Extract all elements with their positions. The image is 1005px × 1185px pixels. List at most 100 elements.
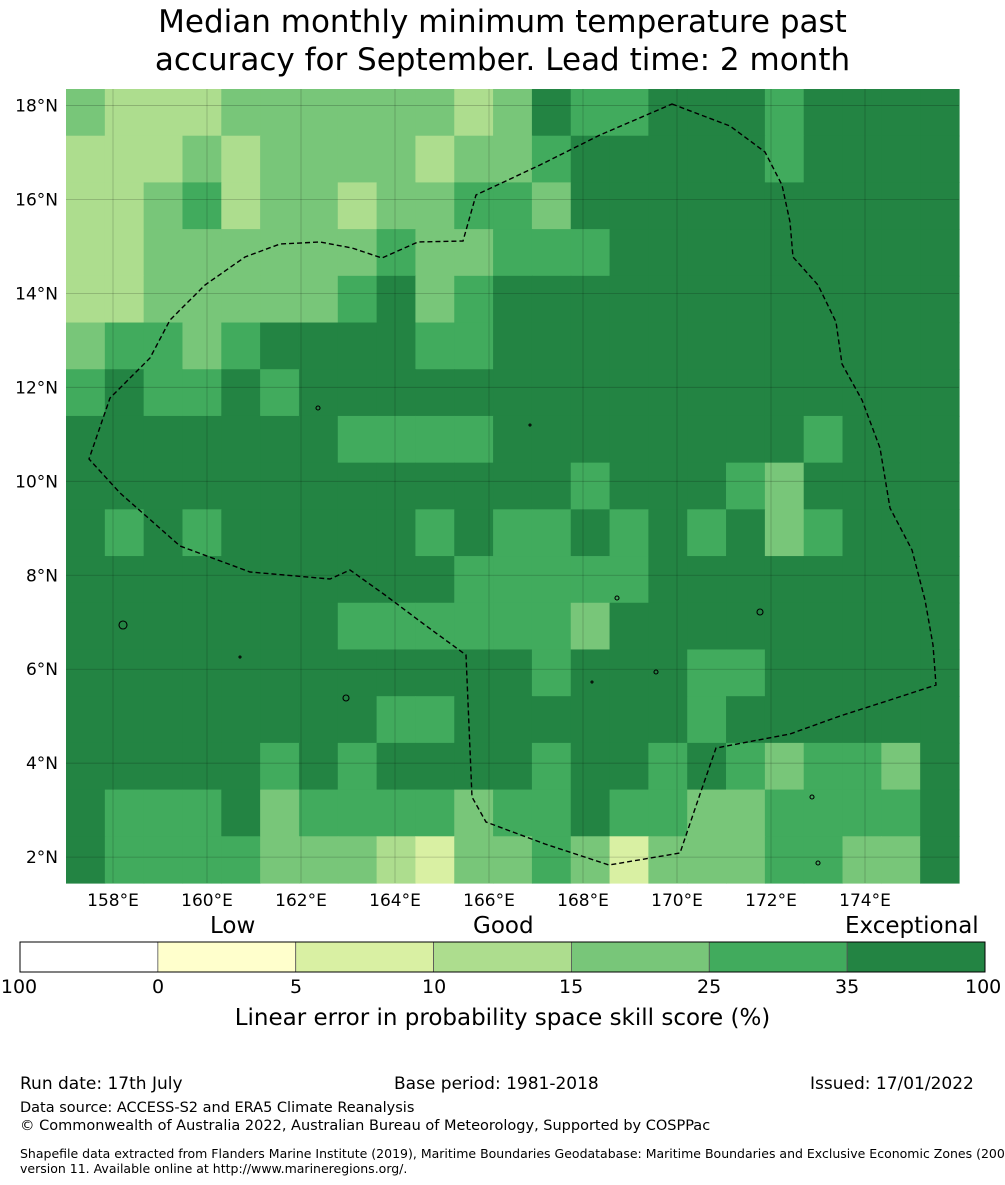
skill-cell bbox=[531, 415, 572, 464]
skill-cell bbox=[493, 229, 533, 277]
skill-cell bbox=[842, 182, 882, 230]
skill-cell bbox=[570, 742, 611, 791]
skill-cell bbox=[726, 182, 766, 230]
skill-cell bbox=[570, 556, 611, 604]
skill-cell bbox=[803, 182, 844, 230]
skill-cell bbox=[221, 369, 261, 417]
skill-cell bbox=[104, 369, 145, 417]
skill-cell bbox=[182, 89, 222, 137]
skill-cell bbox=[376, 509, 417, 557]
skill-cell bbox=[66, 649, 106, 697]
skill-cell bbox=[764, 415, 805, 464]
skill-cell bbox=[104, 415, 145, 464]
longitude-label: 166°E bbox=[463, 891, 515, 911]
skill-cell bbox=[920, 369, 960, 417]
skill-cell bbox=[920, 89, 960, 137]
skill-cell bbox=[570, 649, 611, 697]
skill-cell bbox=[920, 556, 960, 604]
skill-cell bbox=[687, 696, 727, 744]
skill-cell bbox=[182, 369, 222, 417]
skill-cell bbox=[143, 602, 184, 651]
skill-cell bbox=[454, 742, 494, 791]
skill-cell bbox=[842, 789, 882, 837]
skill-cell bbox=[881, 89, 921, 137]
skill-cell bbox=[570, 322, 611, 370]
skill-cell bbox=[687, 182, 727, 230]
skill-cell bbox=[648, 275, 688, 324]
skill-cell bbox=[298, 836, 339, 884]
skill-cell bbox=[842, 696, 882, 744]
skill-cell bbox=[531, 742, 572, 791]
latitude-labels: 18°N 16°N 14°N 12°N 10°N 8°N 6°N 4°N 2°N bbox=[15, 96, 58, 868]
skill-cell bbox=[493, 789, 533, 837]
skill-cell bbox=[764, 182, 805, 230]
skill-cell bbox=[609, 462, 649, 510]
shapefile-credit-line-1: Shapefile data extracted from Flanders M… bbox=[20, 1146, 1005, 1161]
skill-cell bbox=[454, 135, 494, 184]
skill-cell bbox=[493, 182, 533, 230]
latitude-label: 6°N bbox=[26, 660, 58, 680]
skill-cell bbox=[143, 369, 184, 417]
skill-cell bbox=[531, 649, 572, 697]
skill-cell bbox=[881, 836, 921, 884]
skill-cell bbox=[648, 415, 688, 464]
skill-cell bbox=[454, 322, 494, 370]
skill-cell bbox=[415, 556, 455, 604]
skill-cell bbox=[726, 602, 766, 651]
skill-cell bbox=[531, 182, 572, 230]
skill-cell bbox=[260, 89, 300, 137]
longitude-label: 170°E bbox=[651, 891, 703, 911]
skill-cell bbox=[881, 322, 921, 370]
skill-cell bbox=[415, 696, 455, 744]
eez-boundary bbox=[88, 103, 937, 866]
skill-cell bbox=[260, 369, 300, 417]
skill-cell bbox=[881, 789, 921, 837]
skill-cell bbox=[66, 509, 106, 557]
skill-cell bbox=[298, 275, 339, 324]
skill-cell bbox=[920, 229, 960, 277]
skill-cell bbox=[687, 415, 727, 464]
skill-cell bbox=[648, 696, 688, 744]
skill-cell bbox=[260, 556, 300, 604]
skill-cell bbox=[454, 696, 494, 744]
skill-cell bbox=[337, 696, 378, 744]
skill-cell bbox=[376, 696, 417, 744]
skill-cell bbox=[260, 742, 300, 791]
skill-cell bbox=[298, 649, 339, 697]
skill-cell bbox=[881, 509, 921, 557]
skill-cell bbox=[842, 556, 882, 604]
skill-cell bbox=[298, 509, 339, 557]
skill-cell bbox=[221, 89, 261, 137]
skill-cell bbox=[298, 89, 339, 137]
skill-cell bbox=[104, 602, 145, 651]
skill-cell bbox=[454, 509, 494, 557]
skill-cell bbox=[803, 509, 844, 557]
skill-cell bbox=[803, 742, 844, 791]
skill-cell bbox=[260, 696, 300, 744]
skill-cell bbox=[376, 135, 417, 184]
skill-cell bbox=[415, 789, 455, 837]
skill-cell bbox=[570, 415, 611, 464]
skill-cell bbox=[881, 369, 921, 417]
skill-cell bbox=[337, 229, 378, 277]
skill-cell bbox=[764, 836, 805, 884]
skill-cell bbox=[648, 89, 688, 137]
skill-cell bbox=[415, 135, 455, 184]
skill-cell bbox=[609, 322, 649, 370]
skill-cell bbox=[260, 322, 300, 370]
skill-cell bbox=[66, 696, 106, 744]
longitude-label: 158°E bbox=[87, 891, 139, 911]
skill-cell bbox=[609, 275, 649, 324]
skill-cell bbox=[221, 182, 261, 230]
data-source: Data source: ACCESS-S2 and ERA5 Climate … bbox=[20, 1100, 415, 1116]
skill-cell bbox=[66, 89, 106, 137]
skill-cell bbox=[881, 135, 921, 184]
longitude-labels: 158°E 160°E 162°E 164°E 166°E 168°E 170°E 172°E… bbox=[87, 891, 891, 911]
latitude-label: 8°N bbox=[26, 566, 58, 586]
skill-cell bbox=[143, 649, 184, 697]
skill-cell bbox=[493, 369, 533, 417]
skill-cell bbox=[376, 462, 417, 510]
skill-cell bbox=[104, 275, 145, 324]
skill-cell bbox=[764, 275, 805, 324]
